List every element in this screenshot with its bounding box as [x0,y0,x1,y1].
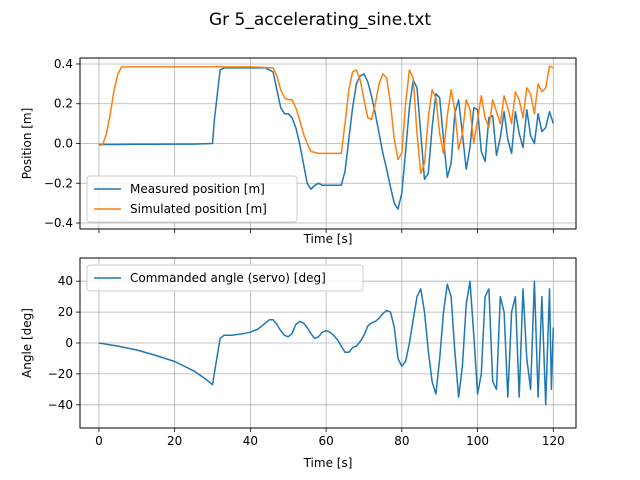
angle-axes: 0 20 40 60 80 100 120 −40 −20 0 20 40 Time [s] Angl… [20,257,577,470]
angle-legend-label: Commanded angle (servo) [deg] [130,271,326,285]
position-series-line-0 [98,67,555,210]
angle-y-tick-label: 0 [65,336,73,350]
position-series-line-1 [98,65,554,175]
angle-x-tick-label: 120 [542,434,565,448]
angle-y-axis-label: Angle [deg] [20,308,34,378]
angle-x-tick-label: 0 [95,434,103,448]
position-y-tick-label: 0.2 [54,97,73,111]
angle-series-line-0 [98,280,555,406]
position-legend-label: Measured position [m] [130,182,265,196]
angle-x-tick-label: 40 [243,434,258,448]
angle-y-tick-label: 40 [58,274,73,288]
angle-y-tick-label: −40 [48,398,73,412]
angle-ticks: 0 20 40 60 80 100 120 −40 −20 0 20 40 [48,274,565,448]
position-y-tick-label: −0.4 [44,216,73,230]
angle-legend-box [86,264,364,292]
angle-x-axis-label: Time [s] [303,456,353,470]
angle-series [98,280,555,406]
position-y-axis-label: Position [m] [20,108,34,180]
angle-x-tick-label: 100 [466,434,489,448]
position-axes: −0.4−0.20.00.20.4 Time [s] Position [m] … [20,57,577,246]
position-series [98,65,555,210]
angle-legend: Commanded angle (servo) [deg] [86,264,364,292]
position-legend-box [86,175,298,223]
position-legend-label: Simulated position [m] [130,202,267,216]
angle-y-tick-label: 20 [58,305,73,319]
position-legend: Measured position [m] Simulated position … [86,175,298,223]
angle-x-tick-label: 20 [167,434,182,448]
figure-title: Gr 5_accelerating_sine.txt [209,10,431,30]
position-y-tick-label: 0.0 [54,137,73,151]
angle-y-tick-label: −20 [48,367,73,381]
position-x-axis-label: Time [s] [303,232,353,246]
position-y-tick-label: 0.4 [54,57,73,71]
angle-x-tick-label: 80 [394,434,409,448]
angle-x-tick-label: 60 [318,434,333,448]
position-ticks: −0.4 −0.2 0.0 0.2 0.4 [44,57,554,233]
position-y-tick-label: −0.2 [44,176,73,190]
